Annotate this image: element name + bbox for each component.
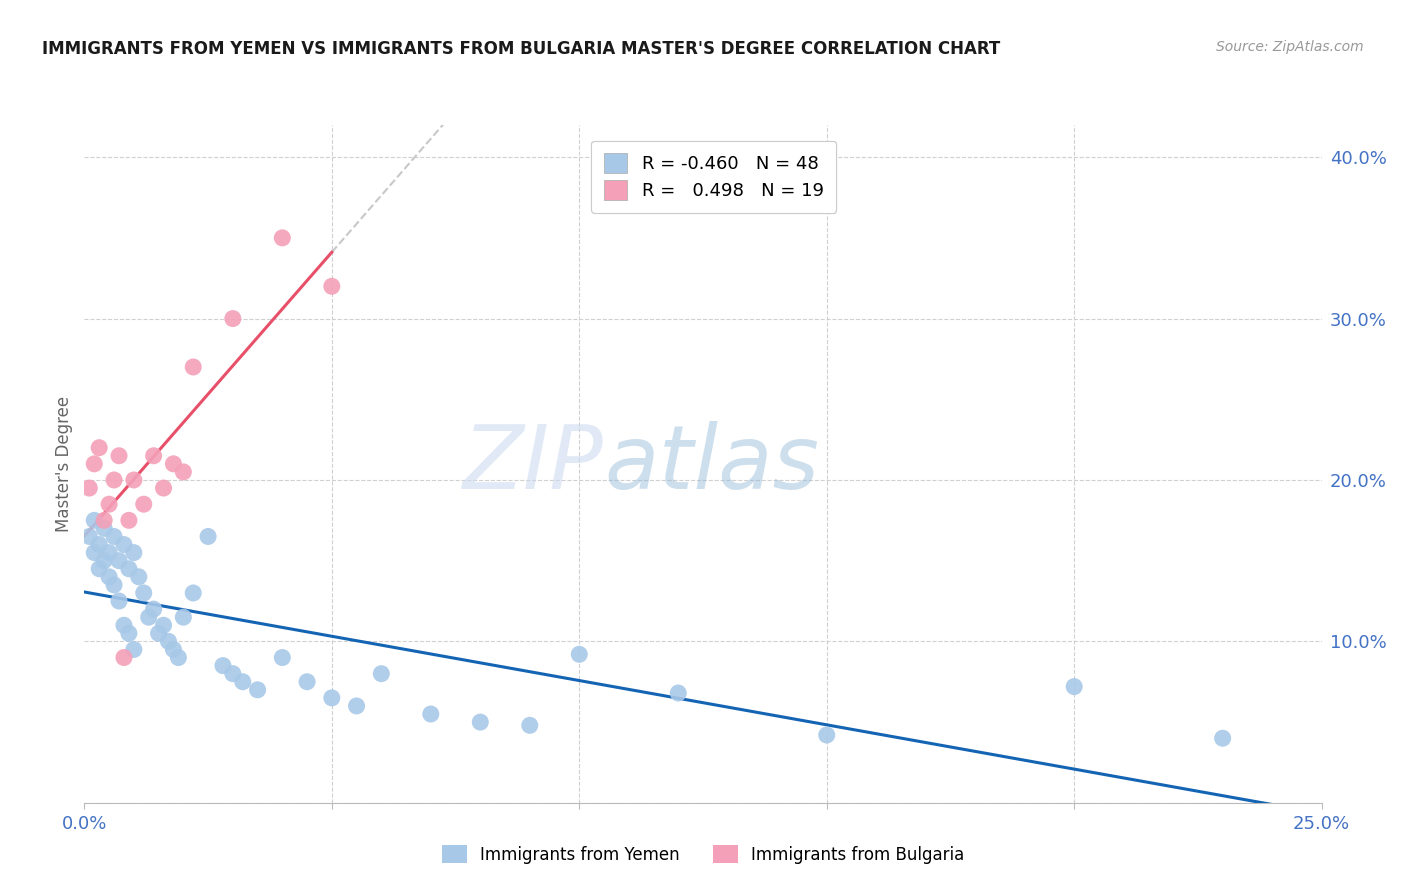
Point <box>98 570 121 584</box>
Point <box>93 521 115 535</box>
Legend: R = -0.460   N = 48, R =   0.498   N = 19: R = -0.460 N = 48, R = 0.498 N = 19 <box>591 141 837 213</box>
Point <box>470 715 492 730</box>
Point <box>89 562 111 576</box>
Text: Source: ZipAtlas.com: Source: ZipAtlas.com <box>1216 40 1364 54</box>
Point <box>271 650 294 665</box>
Point <box>108 594 131 608</box>
Point <box>152 618 174 632</box>
Point <box>519 718 541 732</box>
Point <box>122 642 145 657</box>
Point <box>181 586 204 600</box>
Point <box>93 554 115 568</box>
Text: IMMIGRANTS FROM YEMEN VS IMMIGRANTS FROM BULGARIA MASTER'S DEGREE CORRELATION CH: IMMIGRANTS FROM YEMEN VS IMMIGRANTS FROM… <box>42 40 1001 58</box>
Point <box>132 586 155 600</box>
Point <box>148 626 170 640</box>
Point <box>172 465 194 479</box>
Point <box>112 650 135 665</box>
Point <box>346 698 368 713</box>
Point <box>108 449 131 463</box>
Point <box>321 279 343 293</box>
Point <box>118 562 141 576</box>
Point <box>83 457 105 471</box>
Point <box>157 634 180 648</box>
Point <box>321 690 343 705</box>
Point <box>1212 731 1234 746</box>
Point <box>89 441 111 455</box>
Point <box>83 546 105 560</box>
Point <box>666 686 689 700</box>
Point <box>128 570 150 584</box>
Point <box>212 658 235 673</box>
Point <box>103 473 125 487</box>
Point <box>271 231 294 245</box>
Point <box>142 602 165 616</box>
Point <box>167 650 190 665</box>
Point <box>152 481 174 495</box>
Point <box>122 546 145 560</box>
Point <box>122 473 145 487</box>
Point <box>162 457 184 471</box>
Point <box>98 546 121 560</box>
Point <box>1063 680 1085 694</box>
Point <box>419 706 441 721</box>
Y-axis label: Master's Degree: Master's Degree <box>55 396 73 532</box>
Point <box>132 497 155 511</box>
Point <box>181 359 204 374</box>
Point <box>197 529 219 543</box>
Point <box>103 578 125 592</box>
Point <box>112 537 135 551</box>
Point <box>162 642 184 657</box>
Point <box>89 537 111 551</box>
Point <box>815 728 838 742</box>
Point <box>93 513 115 527</box>
Point <box>246 682 269 697</box>
Point <box>112 618 135 632</box>
Point <box>79 481 101 495</box>
Point <box>568 648 591 662</box>
Text: ZIP: ZIP <box>463 421 605 507</box>
Point <box>172 610 194 624</box>
Point <box>222 666 245 681</box>
Point <box>118 626 141 640</box>
Point <box>138 610 160 624</box>
Text: atlas: atlas <box>605 421 818 507</box>
Point <box>103 529 125 543</box>
Legend: Immigrants from Yemen, Immigrants from Bulgaria: Immigrants from Yemen, Immigrants from B… <box>434 838 972 871</box>
Point <box>118 513 141 527</box>
Point <box>98 497 121 511</box>
Point <box>370 666 392 681</box>
Point <box>142 449 165 463</box>
Point <box>295 674 318 689</box>
Point <box>108 554 131 568</box>
Point <box>232 674 254 689</box>
Point <box>79 529 101 543</box>
Point <box>222 311 245 326</box>
Point <box>83 513 105 527</box>
